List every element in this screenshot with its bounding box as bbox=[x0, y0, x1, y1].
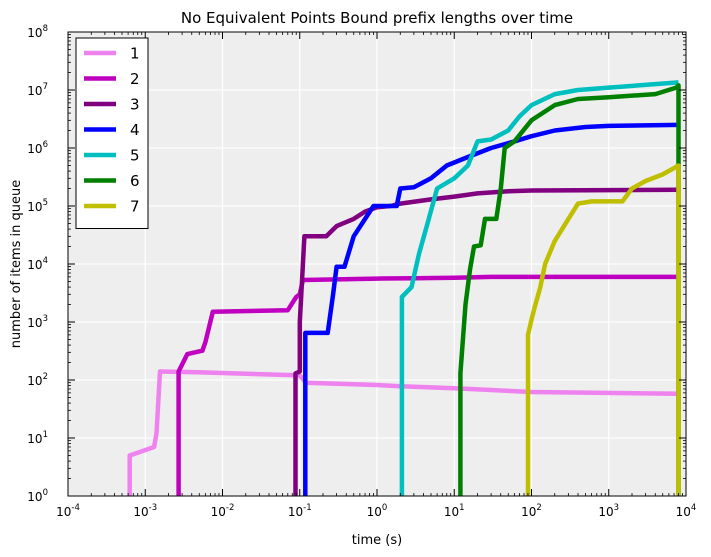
legend: 1 2 3 4 5 6 7 bbox=[75, 37, 149, 229]
y-tick-label: 107 bbox=[27, 82, 48, 98]
legend-label: 5 bbox=[130, 147, 140, 165]
series-line-2 bbox=[176, 274, 679, 496]
x-tick-label: 103 bbox=[598, 503, 619, 519]
x-tick-label: 102 bbox=[521, 503, 542, 519]
legend-label: 4 bbox=[130, 121, 140, 139]
y-axis-label: number of items in queue bbox=[9, 180, 24, 349]
y-tick-label: 103 bbox=[27, 314, 48, 330]
y-tick-label: 106 bbox=[27, 140, 48, 156]
x-tick-label: 104 bbox=[676, 503, 697, 519]
legend-label: 3 bbox=[130, 96, 140, 114]
y-tick-label: 104 bbox=[27, 256, 48, 272]
legend-box bbox=[75, 37, 149, 229]
legend-label: 2 bbox=[130, 70, 140, 88]
plot-frame bbox=[67, 31, 687, 497]
x-tick-label: 100 bbox=[367, 503, 388, 519]
x-tick-label: 10-1 bbox=[288, 503, 312, 519]
x-axis-label: time (s) bbox=[352, 533, 402, 548]
y-tick-label: 102 bbox=[27, 372, 48, 388]
x-tick-label: 10-2 bbox=[211, 503, 235, 519]
x-tick-label: 10-4 bbox=[56, 503, 80, 519]
legend-label: 6 bbox=[130, 172, 140, 190]
series-line-1 bbox=[127, 369, 679, 496]
series-line-5 bbox=[399, 80, 679, 496]
y-tick-label: 100 bbox=[27, 488, 48, 504]
series-line-7 bbox=[525, 163, 681, 496]
legend-label: 1 bbox=[130, 45, 140, 63]
legend-label: 7 bbox=[130, 198, 140, 216]
y-tick-label: 105 bbox=[27, 198, 48, 214]
x-tick-label: 101 bbox=[444, 503, 465, 519]
chart-title: No Equivalent Points Bound prefix length… bbox=[181, 9, 573, 27]
y-tick-label: 101 bbox=[27, 430, 48, 446]
x-tick-label: 10-3 bbox=[133, 503, 157, 519]
series-line-6 bbox=[458, 83, 681, 496]
series-layer bbox=[127, 80, 681, 496]
series-line-4 bbox=[303, 122, 679, 496]
y-tick-label: 108 bbox=[27, 24, 48, 40]
